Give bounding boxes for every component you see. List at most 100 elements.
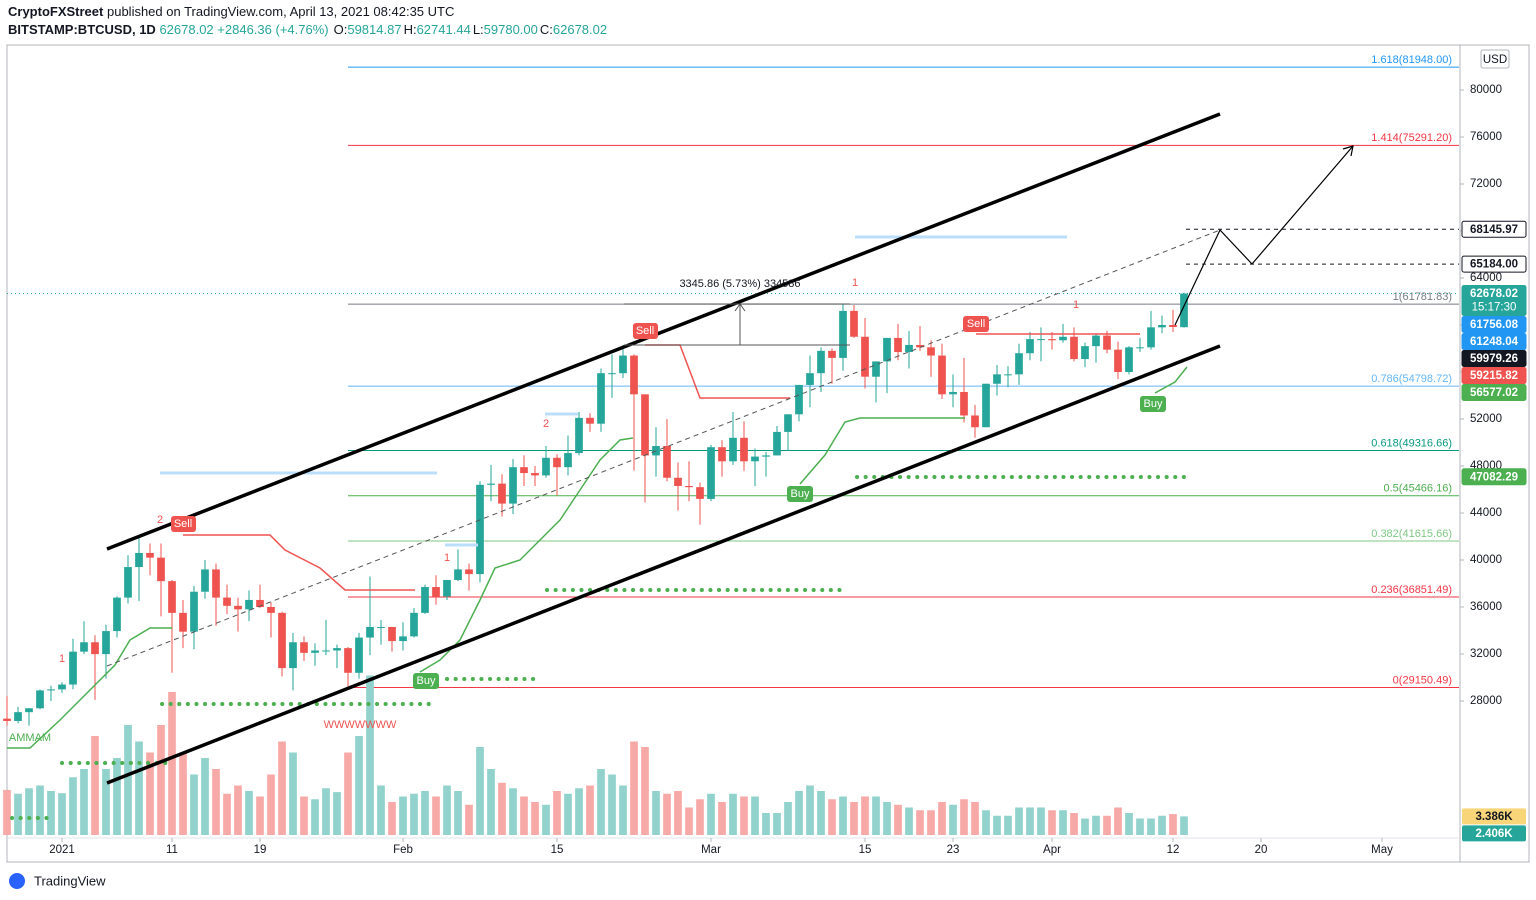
candle-body — [795, 384, 803, 415]
candle-body — [388, 626, 396, 642]
candle-body — [91, 642, 99, 655]
candle-body — [311, 650, 319, 653]
volume-bar — [1136, 818, 1144, 835]
candle-body — [685, 485, 693, 488]
countdown: 15:17:30 — [1472, 302, 1517, 314]
volume-bar — [3, 789, 11, 835]
price-label-box — [1461, 285, 1527, 317]
pattern-label: WWWWWWW — [324, 719, 397, 731]
volume-bar — [355, 736, 363, 835]
candle-body — [14, 712, 22, 721]
volume-bar — [927, 810, 935, 835]
candle-body — [1169, 325, 1177, 327]
y-tick-label: 36000 — [1470, 601, 1502, 613]
drawings — [7, 112, 1354, 820]
candle-body — [1114, 349, 1122, 373]
fib-label: 0.236(36851.49) — [1371, 584, 1452, 596]
candle-body — [47, 689, 55, 691]
candle-body — [872, 361, 880, 377]
pattern-label: AMMAM — [9, 732, 51, 744]
candle-body — [663, 446, 671, 478]
candle-body — [927, 347, 935, 356]
candle-body — [58, 684, 66, 690]
candle-body — [410, 612, 418, 637]
volume-bar — [839, 796, 847, 835]
volume-bar — [1015, 807, 1023, 835]
price-label-box — [1461, 350, 1527, 368]
volume-bar — [663, 793, 671, 835]
volume-bar — [311, 799, 319, 835]
volume-bar — [553, 791, 561, 835]
volume-bar — [36, 785, 44, 835]
candle-body — [157, 557, 165, 582]
candle-body — [278, 612, 286, 669]
currency-box — [1480, 49, 1510, 69]
candle-body — [443, 579, 451, 597]
volume-bar — [69, 777, 77, 835]
volume-bar — [817, 791, 825, 835]
volume-bar — [509, 788, 517, 835]
count-label: 2 — [157, 514, 163, 526]
annotations: Sell Sell Sell Buy Buy Buy 1 2 1 2 1 1 3… — [9, 277, 1166, 744]
supertrend-down — [183, 534, 415, 591]
candle-body — [1037, 339, 1045, 341]
x-tick-label: Apr — [1043, 844, 1061, 856]
volume-label: 3.386K — [1475, 811, 1513, 823]
supertrend-up — [1154, 366, 1188, 394]
projection-arrow — [1342, 145, 1354, 157]
volume-bar — [487, 769, 495, 835]
candle-body — [146, 552, 154, 558]
candle-body — [916, 344, 924, 348]
volume-bar — [982, 810, 990, 835]
price-label-box — [1461, 333, 1527, 351]
author: CryptoFXStreet — [8, 4, 104, 19]
candle-body — [1125, 347, 1133, 373]
x-tick-label: Feb — [393, 844, 413, 856]
volume-bar — [322, 788, 330, 835]
volume-bar — [740, 796, 748, 835]
volume-bar — [267, 774, 275, 835]
y-tick-label: 52000 — [1470, 413, 1502, 425]
volume-bar — [1026, 807, 1034, 835]
volume-bar — [245, 791, 253, 835]
volume-bar — [938, 802, 946, 835]
y-tick-label: 80000 — [1470, 84, 1502, 96]
candle-body — [476, 484, 484, 575]
candle-body — [850, 310, 858, 337]
buy-label: Buy — [791, 488, 810, 500]
supertrend-up — [799, 417, 965, 485]
x-tick-label: 23 — [947, 844, 960, 856]
candle-body — [190, 591, 198, 632]
ohlc-key: C: — [540, 22, 553, 37]
price-label-box — [1461, 468, 1527, 486]
volume-bar — [773, 813, 781, 835]
y-tick-label: 40000 — [1470, 554, 1502, 566]
count-label: 1 — [444, 552, 450, 564]
volume-bar — [806, 785, 814, 835]
volume-bar — [1070, 813, 1078, 835]
candle-body — [1026, 339, 1034, 354]
fib-label: 0.618(49316.66) — [1371, 437, 1452, 449]
volume-bar — [168, 692, 176, 835]
measure-arrow — [734, 303, 746, 312]
candle-body — [267, 607, 275, 613]
count-label: 1 — [59, 653, 65, 665]
x-tick-label: 20 — [1255, 844, 1268, 856]
candle-body — [773, 431, 781, 456]
y-tick-label: 72000 — [1470, 178, 1502, 190]
price-label: 59979.26 — [1470, 353, 1518, 365]
volume-bar — [443, 785, 451, 835]
projection — [1174, 145, 1354, 326]
volume-bar — [751, 796, 759, 835]
volume-bar — [1103, 815, 1111, 835]
buy-label: Buy — [417, 675, 436, 687]
candle-body — [289, 642, 297, 669]
candle-body — [619, 355, 627, 374]
volume-bar — [1081, 818, 1089, 835]
volume-bar — [212, 769, 220, 835]
last-price: 62678.02 — [159, 22, 213, 37]
volume-bar — [190, 774, 198, 835]
x-tick-label: 19 — [254, 844, 267, 856]
ohlc-key: H: — [404, 22, 417, 37]
volume-bar — [795, 791, 803, 835]
